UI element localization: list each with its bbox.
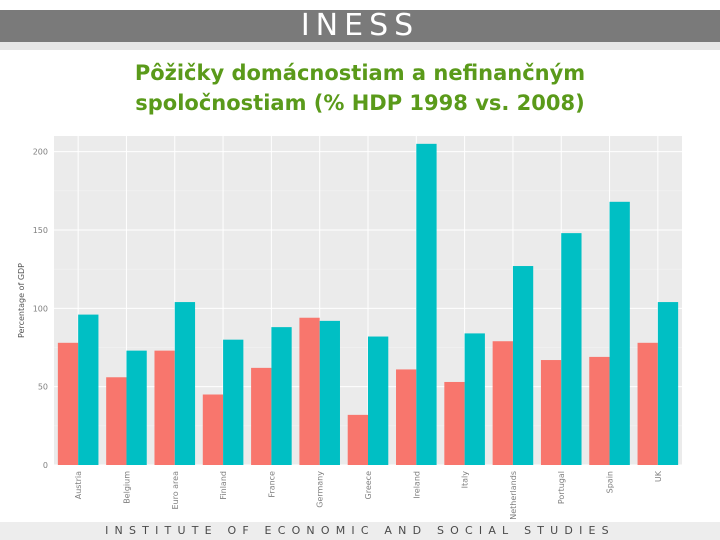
bar [609, 201, 630, 466]
x-tick-label: Euro area [171, 471, 180, 510]
bar [319, 320, 340, 465]
bar [368, 336, 389, 465]
bar [126, 350, 147, 465]
x-tick-label: Italy [461, 471, 470, 489]
bar [657, 302, 679, 465]
bar [57, 342, 79, 465]
bar [589, 356, 610, 465]
y-tick-label: 50 [38, 383, 48, 392]
bar [416, 143, 437, 466]
x-tick-label: Ireland [412, 471, 421, 499]
y-tick-label: 0 [43, 461, 48, 470]
bar [271, 327, 292, 465]
bar [561, 233, 582, 465]
bar [202, 394, 224, 465]
footer-text: INSTITUTE OF ECONOMIC AND SOCIAL STUDIES [105, 524, 615, 537]
y-tick-label: 150 [33, 226, 48, 235]
bar [223, 339, 244, 465]
bar [492, 341, 513, 465]
slide-title: Pôžičky domácnostiam a nefinančným spolo… [0, 58, 720, 118]
iness-logo: INESS [300, 8, 420, 43]
bar [347, 414, 368, 465]
chart-area: 0 50 100 150 200 Austria Belgium Euro area Finla… [12, 128, 720, 523]
header-bar [0, 10, 720, 42]
header-subbar [0, 42, 720, 50]
title-line-1: Pôžičky domácnostiam a nefinančným [134, 61, 586, 85]
bar [78, 314, 99, 465]
x-tick-label: Belgium [122, 471, 131, 504]
bar [154, 350, 175, 465]
footer-bar [0, 522, 720, 540]
x-tick-label: Austria [74, 471, 83, 499]
x-tick-label: Finland [219, 471, 228, 500]
bar-chart: 0 50 100 150 200 Austria Belgium Euro area Finla… [17, 136, 682, 520]
x-tick-label: France [267, 471, 276, 498]
y-tick-label: 200 [33, 148, 48, 157]
bar [251, 367, 272, 465]
bar [444, 381, 465, 465]
bar [637, 342, 658, 465]
y-axis-label: Percentage of GDP [17, 263, 26, 338]
bar [464, 333, 485, 465]
x-tick-label: Spain [606, 471, 615, 493]
y-tick-label: 100 [33, 304, 48, 313]
x-tick-label: UK [654, 470, 663, 482]
bar [396, 369, 417, 465]
bar [512, 266, 534, 465]
bar [174, 302, 196, 465]
bar [106, 377, 127, 465]
x-tick-label: Portugal [557, 471, 566, 504]
x-tick-label: Germany [316, 471, 325, 508]
bar [540, 360, 562, 465]
x-tick-label: Netherlands [509, 471, 518, 520]
x-tick-label: Greece [364, 471, 373, 500]
title-line-2: spoločnostiam (% HDP 1998 vs. 2008) [135, 91, 585, 115]
bar [299, 317, 320, 465]
